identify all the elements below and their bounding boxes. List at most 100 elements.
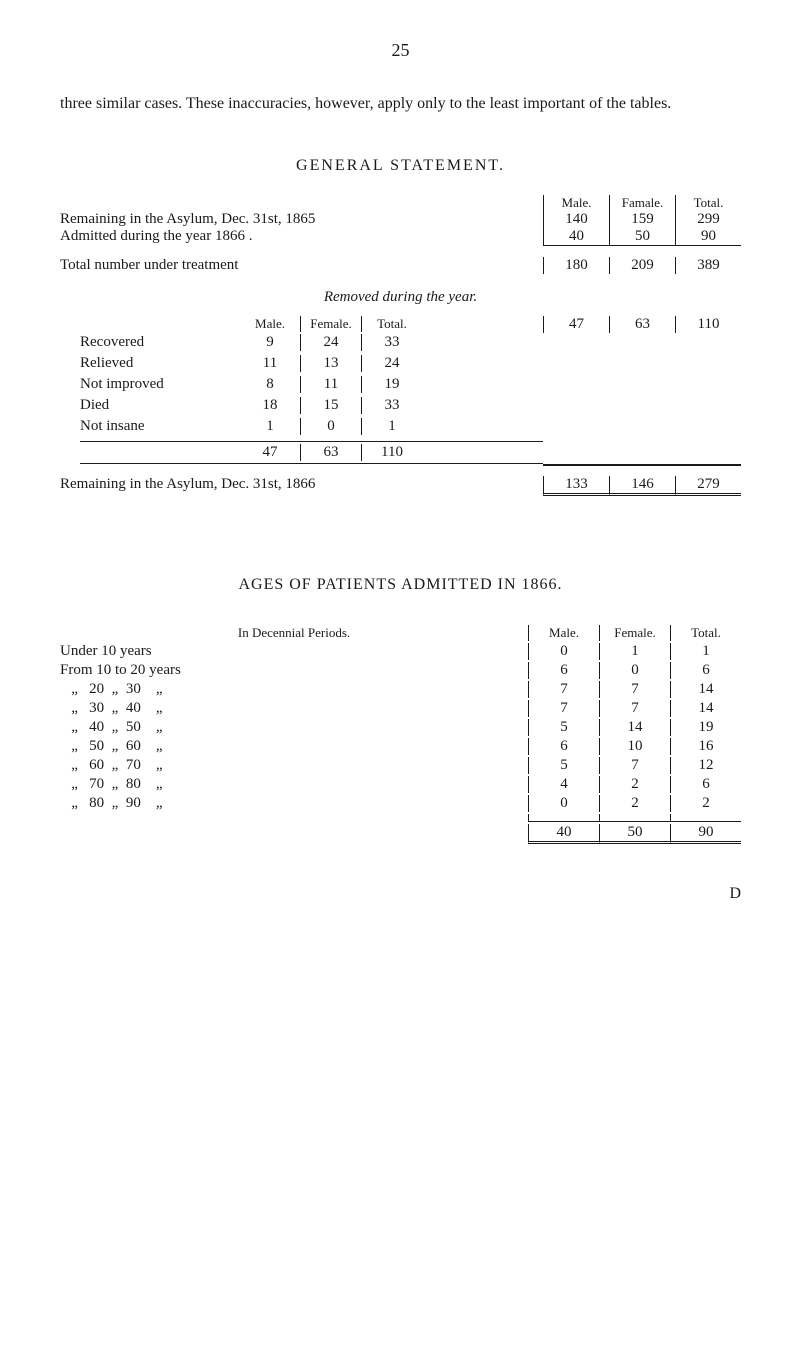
cell: 159 [609, 211, 675, 228]
total-label: Total number under treatment [60, 257, 543, 274]
ages-header: Male. [528, 625, 599, 641]
spacer [670, 814, 741, 822]
general-statement-table: Male. Famale. Total. Remaining in the As… [60, 195, 741, 496]
spacer [675, 464, 741, 466]
sub-cell: 33 [361, 334, 422, 351]
sub-label: Not improved [80, 376, 240, 393]
ages-cell: 7 [528, 700, 599, 717]
cell: 140 [543, 211, 609, 228]
ages-row: „ 60 „ 70 „5712 [60, 756, 741, 775]
sub-cell: 0 [300, 418, 361, 435]
outer-total-cell: 47 [543, 316, 609, 333]
ages-row-label: „ 20 „ 30 „ [60, 681, 528, 698]
sub-header: Total. [361, 316, 422, 332]
ages-row-label: From 10 to 20 years [60, 662, 528, 679]
sub-total-cell: 110 [361, 444, 422, 461]
ages-cell: 2 [599, 776, 670, 793]
ages-cell: 4 [528, 776, 599, 793]
ages-header: Total. [670, 625, 741, 641]
sub-cell: 1 [240, 418, 300, 435]
general-statement-title: GENERAL STATEMENT. [60, 157, 741, 175]
sub-empty [80, 316, 240, 332]
cell: 50 [609, 228, 675, 245]
ages-row-label: „ 60 „ 70 „ [60, 757, 528, 774]
ages-cell: 14 [670, 700, 741, 717]
sub-cell: 13 [300, 355, 361, 372]
ages-cell: 0 [528, 643, 599, 660]
ages-cell: 14 [599, 719, 670, 736]
remaining-label: Remaining in the Asylum, Dec. 31st, 1866 [60, 476, 543, 493]
spacer [528, 814, 599, 822]
ages-cell: 0 [599, 662, 670, 679]
ages-title: AGES OF PATIENTS ADMITTED IN 1866. [60, 576, 741, 594]
ages-cell: 7 [599, 700, 670, 717]
sub-cell: 33 [361, 397, 422, 414]
cell: 40 [543, 228, 609, 245]
ages-row-label: „ 70 „ 80 „ [60, 776, 528, 793]
ages-total-cell: 40 [528, 824, 599, 844]
sub-table-container: Male. Female. Total. Recovered 9 24 33 R… [60, 316, 543, 464]
sub-cell: 11 [300, 376, 361, 393]
cell: 133 [543, 476, 609, 496]
cell: 209 [609, 257, 675, 274]
ages-cell: 1 [599, 643, 670, 660]
sub-cell: 24 [361, 355, 422, 372]
ages-cell: 5 [528, 757, 599, 774]
row-label: Remaining in the Asylum, Dec. 31st, 1865 [60, 211, 543, 228]
page-number: 25 [60, 40, 741, 61]
ages-total-label [60, 824, 528, 844]
outer-total-cell: 63 [609, 316, 675, 333]
ages-cell: 12 [670, 757, 741, 774]
ages-cell: 2 [670, 795, 741, 812]
ages-row: Under 10 years011 [60, 642, 741, 661]
col-header-female: Famale. [609, 195, 675, 211]
sub-empty [80, 444, 240, 461]
row-label: Admitted during the year 1866 . [60, 228, 543, 245]
ages-row: „ 20 „ 30 „7714 [60, 680, 741, 699]
sub-cell: 18 [240, 397, 300, 414]
ages-row: „ 70 „ 80 „426 [60, 775, 741, 794]
ages-cell: 10 [599, 738, 670, 755]
spacer [609, 245, 675, 246]
ages-cell: 6 [528, 738, 599, 755]
spacer [609, 464, 675, 466]
ages-cell: 7 [599, 681, 670, 698]
spacer [543, 464, 609, 466]
spacer [60, 814, 528, 822]
footer-marker: D [60, 885, 741, 903]
ages-cell: 7 [599, 757, 670, 774]
ages-row-label: Under 10 years [60, 643, 528, 660]
ages-cell: 5 [528, 719, 599, 736]
cell: 299 [675, 211, 741, 228]
ages-cell: 14 [670, 681, 741, 698]
ages-row-label: „ 80 „ 90 „ [60, 795, 528, 812]
spacer [675, 245, 741, 246]
sub-cell: 1 [361, 418, 422, 435]
ages-row: „ 40 „ 50 „51419 [60, 718, 741, 737]
ages-row: From 10 to 20 years606 [60, 661, 741, 680]
ages-header: Female. [599, 625, 670, 641]
sub-label: Died [80, 397, 240, 414]
ages-cell: 6 [670, 662, 741, 679]
ages-cell: 2 [599, 795, 670, 812]
ages-cell: 1 [670, 643, 741, 660]
ages-total-cell: 50 [599, 824, 670, 844]
period-heading: In Decennial Periods. [60, 625, 528, 641]
ages-cell: 16 [670, 738, 741, 755]
sub-cell: 19 [361, 376, 422, 393]
ages-cell: 19 [670, 719, 741, 736]
sub-label: Not insane [80, 418, 240, 435]
ages-table: In Decennial Periods. Male. Female. Tota… [60, 624, 741, 845]
sub-label: Recovered [80, 334, 240, 351]
cell: 180 [543, 257, 609, 274]
spacer [543, 245, 609, 246]
ages-cell: 6 [670, 776, 741, 793]
ages-row-label: „ 30 „ 40 „ [60, 700, 528, 717]
cell: 389 [675, 257, 741, 274]
ages-row-label: „ 50 „ 60 „ [60, 738, 528, 755]
ages-cell: 0 [528, 795, 599, 812]
ages-cell: 7 [528, 681, 599, 698]
cell: 146 [609, 476, 675, 496]
ages-row: „ 50 „ 60 „61016 [60, 737, 741, 756]
sub-cell: 8 [240, 376, 300, 393]
